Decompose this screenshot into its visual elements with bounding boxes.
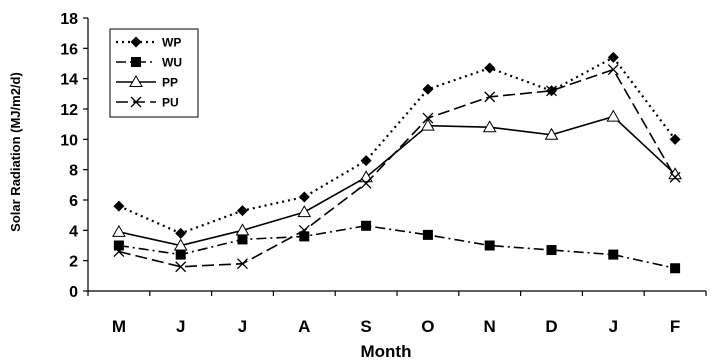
y-tick-label: 6: [69, 193, 78, 210]
data-point-wu: [299, 231, 310, 242]
series-layer: [112, 51, 682, 274]
legend: WP WU PP PU: [109, 28, 199, 118]
x-tick-label: O: [421, 317, 434, 336]
data-point-pp: [544, 127, 559, 140]
data-point-pu: [422, 112, 434, 124]
data-point-wu: [113, 240, 124, 251]
data-point-wu: [546, 245, 557, 256]
series-wu: [113, 220, 681, 274]
legend-label: PP: [162, 76, 178, 90]
legend-label: PU: [162, 96, 179, 110]
tick-labels: 0 2 4 6 8 10 12 14 16 18 M J J A S O N D J F: [60, 11, 680, 336]
legend-marker: [130, 36, 142, 48]
data-point-pu: [484, 91, 496, 103]
x-tick-label: M: [112, 317, 126, 336]
data-point-wu: [237, 234, 248, 245]
data-point-pu: [237, 258, 248, 270]
x-tick-label: A: [298, 317, 310, 336]
y-tick-label: 2: [69, 254, 78, 271]
data-point-pp: [606, 109, 621, 122]
y-tick-label: 10: [60, 132, 78, 149]
data-point-pu: [175, 261, 187, 273]
data-point-wu: [608, 249, 619, 260]
data-point-wp: [607, 51, 619, 63]
data-point-wp: [237, 205, 248, 217]
legend-marker: [129, 74, 143, 87]
legend-marker: [130, 96, 142, 108]
x-tick-label: F: [670, 317, 680, 336]
data-point-wp: [113, 200, 125, 212]
series-pu: [113, 64, 681, 273]
data-point-wp: [484, 62, 496, 74]
x-axis-title: Month: [361, 342, 412, 361]
data-point-pu: [607, 64, 619, 76]
data-point-wu: [484, 240, 495, 251]
data-point-wp: [175, 227, 187, 239]
data-point-pp: [421, 118, 435, 131]
x-tick-label: S: [360, 317, 371, 336]
legend-label: WP: [162, 36, 181, 50]
series-line-pu: [118, 68, 676, 268]
data-point-pp: [482, 120, 497, 133]
y-tick-label: 16: [60, 41, 78, 58]
data-point-wu: [361, 220, 372, 231]
data-point-pu: [113, 246, 125, 258]
x-tick-label: D: [545, 317, 557, 336]
x-tick-label: J: [176, 317, 185, 336]
data-point-pu: [360, 177, 372, 189]
x-tick-label: N: [484, 317, 496, 336]
data-point-pu: [546, 85, 557, 97]
series-line-wu: [118, 224, 676, 270]
series-line-wp: [118, 56, 676, 235]
data-point-pu: [669, 171, 681, 183]
y-tick-label: 4: [69, 223, 78, 240]
legend-marker: [131, 57, 141, 67]
y-tick-label: 8: [69, 163, 78, 180]
y-tick-label: 18: [60, 11, 78, 28]
data-point-pp: [112, 224, 126, 237]
legend-label: WU: [162, 56, 182, 70]
y-tick-label: 12: [60, 102, 78, 119]
x-tick-label: J: [238, 317, 247, 336]
data-point-wp: [360, 155, 372, 167]
data-point-wu: [670, 263, 681, 274]
data-point-pp: [235, 223, 250, 236]
data-point-wu: [175, 249, 186, 260]
data-point-wp: [669, 133, 681, 145]
y-axis-title: Solar Radiation (MJ/m2/d): [8, 72, 23, 232]
y-tick-label: 0: [69, 284, 78, 301]
axes: [83, 17, 707, 296]
data-point-pp: [297, 205, 312, 218]
data-point-wp: [422, 83, 434, 95]
data-point-pp: [173, 238, 188, 251]
y-tick-label: 14: [60, 72, 78, 89]
data-point-wu: [422, 229, 433, 240]
data-point-pu: [298, 224, 310, 236]
data-point-wp: [298, 191, 310, 203]
series-pp: [112, 109, 682, 251]
x-tick-label: J: [609, 317, 618, 336]
